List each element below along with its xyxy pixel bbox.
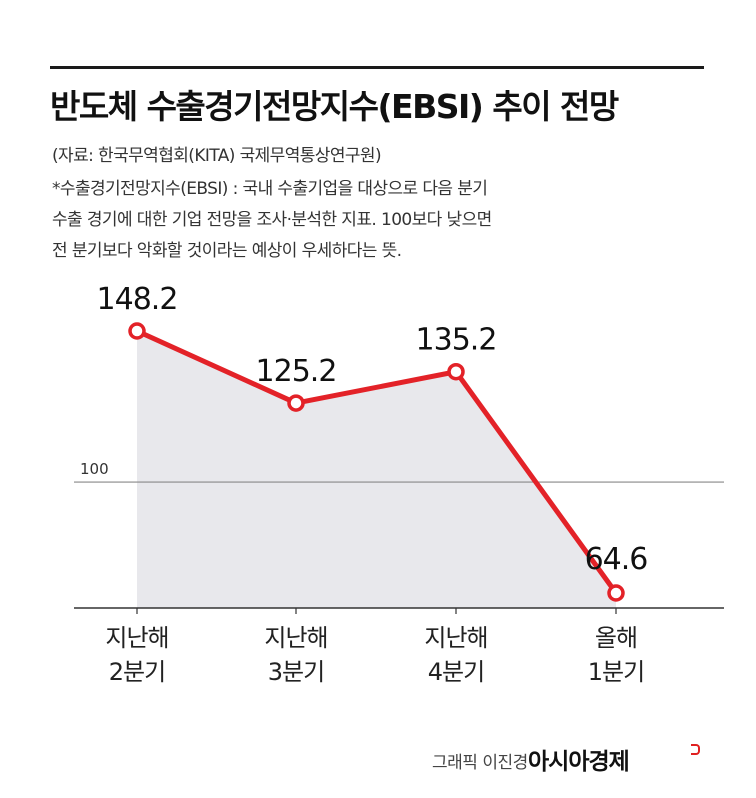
data-point-1 bbox=[128, 322, 146, 340]
data-point-3 bbox=[447, 362, 465, 381]
x-axis-ticks bbox=[136, 608, 617, 614]
series-line bbox=[135, 328, 619, 595]
data-label-1: 148.2 bbox=[97, 282, 178, 317]
reference-label: 100 bbox=[80, 460, 109, 478]
category-label-2-line-1: 지난해 bbox=[264, 624, 327, 652]
category-label-4-line-2: 1분기 bbox=[588, 658, 644, 686]
category-label-1-line-1: 지난해 bbox=[105, 624, 168, 652]
data-point-2 bbox=[287, 394, 305, 412]
category-label-2-line-2: 3분기 bbox=[268, 658, 324, 686]
note-line-3: 전 분기보다 악화할 것이라는 예상이 우세하다는 뜻. bbox=[52, 241, 402, 261]
source-note: (자료: 한국무역협회(KITA) 국제무역통상연구원) bbox=[52, 146, 382, 166]
top-rule bbox=[50, 66, 704, 69]
category-label-4-line-1: 올해 bbox=[595, 624, 637, 652]
chart-title: 반도체 수출경기전망지수(EBSI) 추이 전망 bbox=[50, 87, 619, 126]
chart-area-fill bbox=[137, 331, 616, 608]
note-line-2: 수출 경기에 대한 기업 전망을 조사·분석한 지표. 100보다 낮으면 bbox=[52, 210, 492, 230]
category-label-3-line-1: 지난해 bbox=[424, 624, 487, 652]
series-markers bbox=[128, 322, 625, 602]
category-label-1-line-2: 2분기 bbox=[109, 658, 165, 686]
category-label-3-line-2: 4분기 bbox=[428, 658, 484, 686]
data-label-4: 64.6 bbox=[585, 542, 648, 577]
brand-logo: 아시아경제 bbox=[528, 749, 630, 775]
data-label-3: 135.2 bbox=[416, 323, 497, 358]
data-labels: 148.2 125.2 135.2 64.6 bbox=[97, 282, 649, 577]
brand-mark-icon bbox=[691, 744, 700, 755]
graphic-credit: 그래픽 이진경 bbox=[432, 753, 528, 773]
category-labels: 지난해 2분기 지난해 3분기 지난해 4분기 올해 1분기 bbox=[105, 624, 645, 686]
definition-note: *수출경기전망지수(EBSI) : 국내 수출기업을 대상으로 다음 분기 수출… bbox=[52, 174, 492, 267]
data-label-2: 125.2 bbox=[256, 354, 337, 389]
data-point-4 bbox=[607, 584, 625, 602]
note-line-1: *수출경기전망지수(EBSI) : 국내 수출기업을 대상으로 다음 분기 bbox=[52, 179, 488, 199]
